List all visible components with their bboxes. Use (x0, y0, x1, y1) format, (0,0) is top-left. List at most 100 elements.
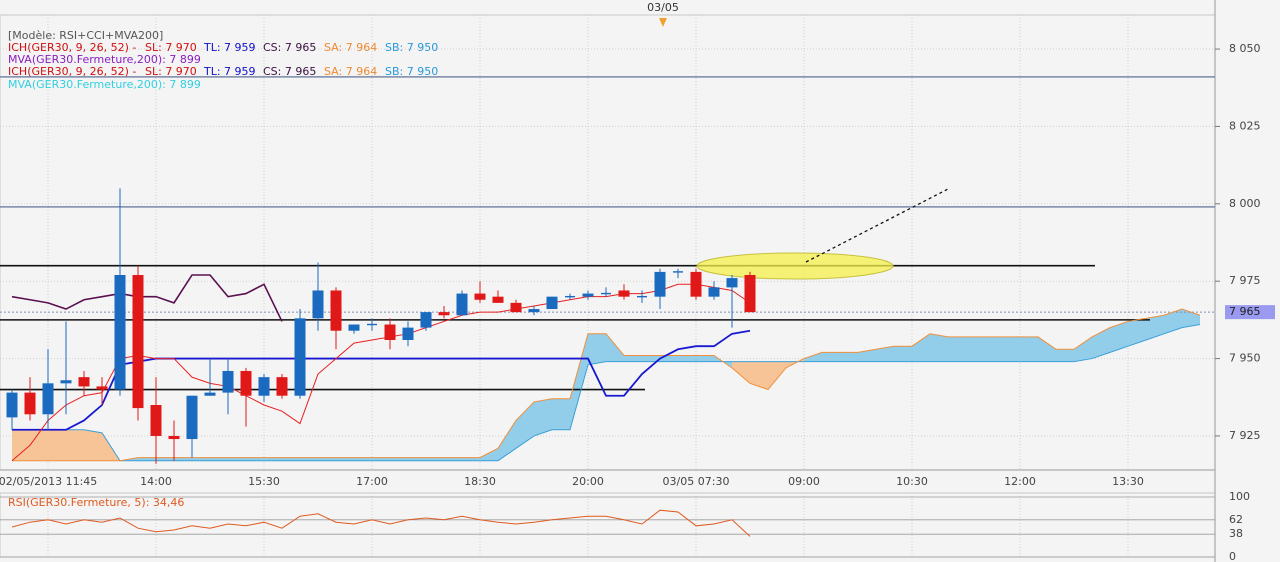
cloud-segment (606, 333, 624, 362)
candle-body (402, 327, 414, 340)
cloud-segment (1146, 315, 1164, 340)
candle-body (690, 271, 702, 297)
candle-body (240, 370, 252, 396)
legend-item: SL: 7 970 (145, 65, 197, 78)
cloud-segment (840, 352, 858, 362)
cloud-segment (264, 457, 282, 461)
legend-item: ICH(GER30, 9, 26, 52) - (8, 41, 136, 54)
cloud-segment (750, 361, 768, 390)
cloud-segment (876, 346, 894, 362)
cloud-segment (426, 457, 444, 461)
candle-body (204, 392, 216, 396)
trend-arrow (805, 187, 951, 263)
candle-body (708, 287, 720, 297)
candle-body (492, 296, 504, 303)
cloud-segment (408, 457, 426, 461)
senkou-b-line (12, 324, 1201, 462)
candle-body (60, 380, 72, 384)
cloud-segment (804, 352, 822, 362)
y-tick-label: 38 (1229, 527, 1243, 540)
cloud-segment (84, 429, 102, 461)
cloud-segment (930, 333, 948, 362)
labels: 7 925 7 950 7 975 8 000 8 025 8 050 02/05/2013… (0, 42, 1275, 562)
legend-item: SL: 7 970 (145, 41, 197, 54)
cloud-segment (822, 352, 840, 362)
cloud-segment (516, 401, 534, 449)
legend-item: TL: 7 959 (203, 41, 256, 54)
y-tick-label: 7 975 (1229, 274, 1261, 287)
candle-body (582, 293, 594, 297)
candle-body (150, 405, 162, 436)
cloud-segment (1020, 336, 1038, 362)
candle-body (6, 392, 18, 418)
last-price-label: 7 965 (1229, 305, 1261, 318)
cloud-segment (1128, 318, 1146, 347)
candle-body (438, 312, 450, 316)
candle-body (42, 383, 54, 415)
y-tick-label: 0 (1229, 550, 1236, 562)
legend-item: TL: 7 959 (203, 65, 256, 78)
candle-body (132, 275, 144, 409)
senkou-a-line (12, 308, 1201, 462)
cloud-segment (1074, 336, 1092, 362)
candle-body (168, 435, 180, 440)
cloud-segment (192, 457, 210, 461)
x-tick-label: 13:30 (1112, 475, 1144, 488)
candle-body (96, 386, 108, 390)
levels (0, 76, 1215, 391)
x-tick-label: 09:00 (788, 475, 820, 488)
cloud-segment (1092, 327, 1110, 359)
candle-body (114, 275, 126, 390)
cloud-segment (372, 457, 390, 461)
candle-body (294, 318, 306, 396)
cloud-segment (138, 457, 156, 461)
highlight-ellipse (696, 252, 894, 280)
cloud-segment (894, 346, 912, 362)
candles (6, 188, 756, 464)
x-tick-label: 18:30 (464, 475, 496, 488)
cloud-segment (444, 457, 462, 461)
y-tick-label: 8 050 (1229, 42, 1261, 55)
legend-item: SB: 7 950 (385, 65, 438, 78)
candle-body (654, 271, 666, 297)
candle-body (744, 275, 756, 313)
candle-body (330, 290, 342, 331)
y-tick-label: 100 (1229, 490, 1250, 503)
cloud-segment (228, 457, 246, 461)
y-tick-label: 62 (1229, 513, 1243, 526)
cloud-segment (354, 457, 372, 461)
cloud-segment (768, 361, 786, 390)
candle-body (276, 377, 288, 396)
rsi-line (11, 509, 751, 537)
x-tick-label: 15:30 (248, 475, 280, 488)
candle-body (384, 324, 396, 340)
candle-body (456, 293, 468, 316)
cloud-segment (696, 355, 714, 362)
session-label: 03/05 (647, 1, 679, 14)
legend-model: [Modèle: RSI+CCI+MVA200] (8, 29, 163, 42)
cloud-segment (462, 457, 480, 461)
cloud-segment (300, 457, 318, 461)
cloud-segment (282, 457, 300, 461)
cloud-segment (552, 398, 570, 430)
cloud-segment (246, 457, 264, 461)
x-tick-label: 20:00 (572, 475, 604, 488)
legend-item: SB: 7 950 (385, 41, 438, 54)
cloud-segment (210, 457, 228, 461)
legend-item: SA: 7 964 (324, 41, 377, 54)
candle-body (510, 302, 522, 313)
cloud-segment (30, 429, 48, 461)
cloud-segment (480, 448, 498, 461)
candle-body (312, 290, 324, 319)
candle-body (726, 278, 738, 288)
cloud-segment (534, 398, 552, 436)
x-tick-label: 10:30 (896, 475, 928, 488)
cloud-segment (318, 457, 336, 461)
x-tick-label: 03/05 07:30 (663, 475, 730, 488)
rsi-title: RSI(GER30.Fermeture, 5): 34,46 (8, 496, 184, 509)
x-tick-label: 14:00 (140, 475, 172, 488)
cloud-segment (1038, 336, 1056, 362)
price-panel (0, 14, 1216, 471)
cloud-segment (912, 333, 930, 362)
